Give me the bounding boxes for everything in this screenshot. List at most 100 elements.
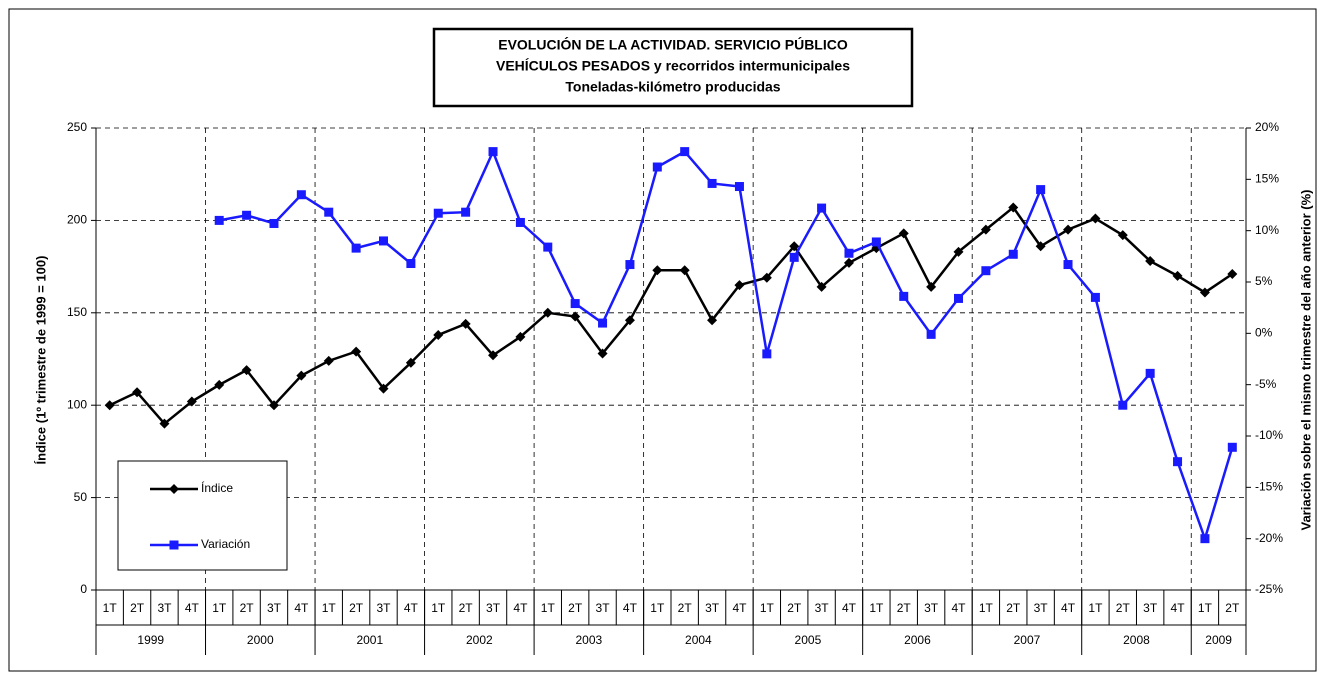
data-point [871, 237, 881, 247]
data-point [707, 315, 718, 326]
data-point [351, 243, 361, 253]
data-point [1036, 185, 1046, 195]
legend-label: Variación [201, 537, 250, 551]
y2-tick-label: -15% [1255, 480, 1283, 494]
data-point [761, 272, 772, 283]
y-tick-label: 100 [67, 397, 87, 411]
y-tick-label: 200 [67, 213, 87, 227]
data-point [707, 178, 717, 188]
data-point [242, 210, 252, 220]
x-group-label: 2003 [576, 633, 603, 647]
data-point [1200, 534, 1210, 544]
x-tick-label: 2T [240, 601, 255, 615]
x-tick-label: 4T [732, 601, 747, 615]
data-point [1172, 270, 1183, 281]
x-tick-label: 3T [486, 601, 501, 615]
chart-title: Toneladas-kilómetro producidas [565, 79, 780, 95]
data-point [461, 207, 471, 217]
data-point [214, 215, 224, 225]
y-tick-label: 50 [74, 490, 88, 504]
x-tick-label: 1T [650, 601, 665, 615]
x-tick-label: 3T [267, 601, 282, 615]
y-tick-label: 250 [67, 120, 87, 134]
data-point [679, 265, 690, 276]
data-point [899, 291, 909, 301]
x-tick-label: 4T [842, 601, 857, 615]
data-point [1117, 230, 1128, 241]
data-point [1145, 368, 1155, 378]
data-point [570, 299, 580, 309]
data-point [460, 318, 471, 329]
x-tick-label: 1T [431, 601, 446, 615]
data-point [652, 162, 662, 172]
data-point [980, 224, 991, 235]
x-tick-label: 4T [294, 601, 309, 615]
data-point [379, 236, 388, 246]
x-tick-label: 1T [212, 601, 227, 615]
x-tick-label: 2T [897, 601, 912, 615]
data-point [241, 365, 252, 376]
data-point [159, 418, 170, 429]
data-point [734, 280, 745, 291]
data-point [624, 315, 635, 326]
data-point [570, 311, 581, 322]
data-point [324, 207, 334, 217]
x-tick-label: 2T [459, 601, 474, 615]
series-line [218, 148, 1234, 543]
data-point [1199, 287, 1210, 298]
data-point [898, 228, 909, 239]
data-point [488, 147, 498, 157]
data-point [597, 348, 608, 359]
x-tick-label: 1T [869, 601, 884, 615]
x-tick-label: 2T [1225, 601, 1240, 615]
data-point [789, 252, 799, 262]
data-point [734, 182, 744, 192]
x-tick-label: 2T [568, 601, 583, 615]
data-point [1035, 241, 1046, 252]
data-point [378, 383, 389, 394]
x-tick-label: 3T [1143, 601, 1158, 615]
data-point [186, 396, 197, 407]
data-point [433, 208, 443, 218]
data-point [488, 350, 499, 361]
x-tick-label: 3T [815, 601, 830, 615]
x-group-label: 2007 [1014, 633, 1041, 647]
x-tick-label: 3T [1034, 601, 1049, 615]
x-tick-label: 4T [1171, 601, 1186, 615]
data-point [351, 346, 362, 357]
data-point [816, 281, 827, 292]
data-point [405, 357, 416, 368]
title-box [432, 27, 914, 108]
y2-tick-label: 20% [1255, 120, 1279, 134]
data-point [1227, 268, 1238, 279]
x-tick-label: 1T [1198, 601, 1213, 615]
data-point [543, 242, 553, 252]
x-tick-label: 2T [1006, 601, 1021, 615]
data-point [926, 281, 937, 292]
data-point [1063, 260, 1073, 270]
x-tick-label: 3T [705, 601, 720, 615]
x-tick-label: 2T [1116, 601, 1131, 615]
x-tick-label: 1T [541, 601, 556, 615]
data-point [1145, 256, 1156, 267]
data-point [954, 293, 963, 303]
y2-tick-label: -25% [1255, 582, 1283, 596]
x-group-label: 2002 [466, 633, 493, 647]
x-group-label: 2005 [795, 633, 822, 647]
y-tick-label: 0 [80, 582, 87, 596]
data-point [844, 248, 854, 258]
series-line [109, 205, 1234, 426]
data-point [1118, 400, 1128, 410]
y2-tick-label: 0% [1255, 326, 1273, 340]
data-point [926, 329, 936, 339]
data-point [680, 147, 690, 157]
data-point [515, 331, 526, 342]
x-tick-label: 2T [787, 601, 802, 615]
x-tick-label: 1T [103, 601, 118, 615]
data-point [1008, 202, 1019, 213]
data-point [1008, 249, 1018, 259]
data-point [104, 400, 115, 411]
x-tick-label: 1T [979, 601, 994, 615]
data-point [433, 329, 444, 340]
